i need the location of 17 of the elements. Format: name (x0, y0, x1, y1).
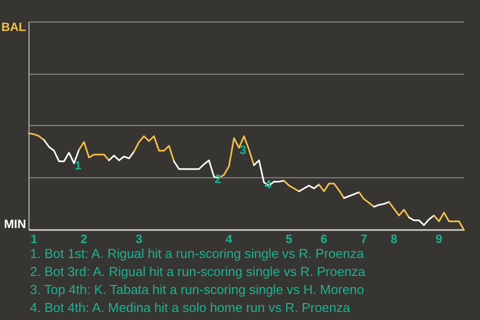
x-tick-label: 7 (360, 232, 368, 246)
x-tick-label: 2 (80, 232, 88, 246)
text: 4. Bot 4th: A. Medina hit a solo home run vs R. Proenza (30, 300, 351, 315)
x-tick-label: 5 (286, 232, 293, 246)
text: MIN (4, 217, 26, 231)
x-tick-label: 4 (226, 232, 233, 246)
x-tick-label: 8 (390, 232, 398, 246)
x-tick-label: 1 (30, 232, 38, 246)
text: 1. Bot 1st: A. Rigual hit a run-scoring single vs R. Proenza (30, 246, 365, 261)
x-tick-label: 9 (436, 232, 443, 246)
annotation: 1 (74, 158, 82, 172)
x-tick-label: 6 (320, 232, 328, 246)
text: 3. Top 4th: K. Tabata hit a run-scoring single vs H. Moreno (30, 282, 364, 297)
annotation: 3 (240, 142, 247, 157)
text: 2. Bot 3rd: A. Rigual hit a run-scoring single vs R. Proenza (30, 264, 366, 279)
x-tick-label: 3 (136, 232, 143, 246)
text: BAL (1, 20, 26, 34)
